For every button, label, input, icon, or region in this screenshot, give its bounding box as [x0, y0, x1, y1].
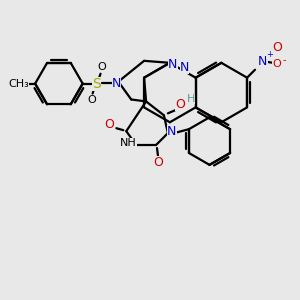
Text: O: O — [97, 62, 106, 72]
Text: +: + — [266, 50, 273, 59]
Text: -: - — [283, 55, 286, 65]
Text: O: O — [87, 95, 96, 106]
Text: O: O — [153, 156, 163, 170]
Text: N: N — [112, 77, 121, 90]
Text: NH: NH — [120, 138, 136, 148]
Text: O: O — [175, 98, 185, 111]
Text: CH₃: CH₃ — [8, 79, 29, 88]
Text: H: H — [187, 94, 195, 104]
Text: N: N — [258, 55, 268, 68]
Text: N: N — [167, 125, 176, 138]
Text: S: S — [92, 76, 101, 91]
Text: O: O — [272, 59, 281, 69]
Text: O: O — [104, 118, 114, 131]
Text: N: N — [180, 61, 189, 74]
Text: N: N — [168, 58, 178, 71]
Text: O: O — [272, 41, 282, 55]
